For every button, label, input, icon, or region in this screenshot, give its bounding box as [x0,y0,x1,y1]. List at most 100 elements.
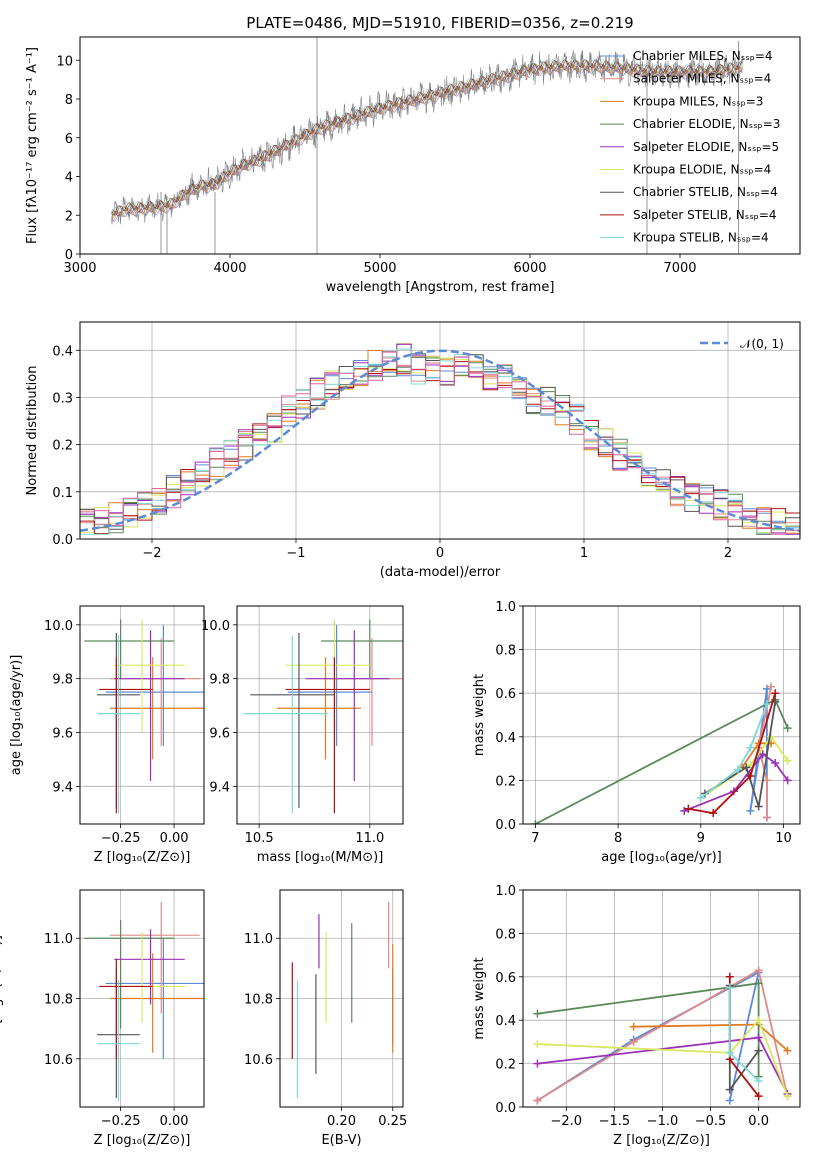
weight-marker [783,756,792,765]
x-axis-label: wavelength [Angstrom, rest frame] [326,280,555,295]
weight-marker [533,1040,542,1049]
x-tick-label: −2 [142,546,161,561]
weight-marker [754,1092,763,1101]
y-axis-label: mass weight [472,957,487,1039]
plot-area [523,606,800,824]
x-tick-label: 5000 [363,261,396,276]
plot-area [80,890,204,1107]
y-tick-label: 0.2 [52,439,73,454]
weight-marker [684,804,693,813]
weight-line-kroupa_stelib [700,703,768,799]
axes-frame [279,889,404,1108]
x-tick-label: 0 [436,546,444,561]
x-tick-label: 1 [580,546,588,561]
plot-area [80,606,204,824]
weight-marker [746,772,755,781]
panel-6: 0.20 0.25 10.6 10.8 11.0 E(B-V) [244,889,407,1148]
x-tick-label: 2 [724,546,732,561]
legend: Chabrier MILES, Nₛₛₚ=4 Salpeter MILES, Nₛ… [600,49,780,245]
weight-marker [725,1048,734,1057]
y-axis-label: mass [log₁₀(M/M⊙)] [0,935,4,1062]
y-axis-label: age [log₁₀(age/yr)] [9,655,24,776]
weight-marker [725,1085,734,1094]
y-tick-label: 10.6 [244,1053,273,1068]
y-tick-label: 0.0 [495,818,516,833]
weight-marker [746,743,755,752]
weight-line-chabrier_elodie [537,982,760,1077]
weight-marker [767,732,776,741]
y-tick-label: 0.1 [52,486,73,501]
weight-marker [762,813,771,822]
legend-entry: Salpeter MILES, Nₛₛₚ=4 [633,72,771,86]
y-tick-label: 9.6 [209,726,230,741]
y-axis-label: mass weight [472,674,487,756]
y-tick-label: 0.2 [495,1058,516,1073]
weight-marker [783,724,792,733]
panel-1: −2 −1 0 1 2 0.0 0.1 0.2 0.3 0.4 (data-model)/error… [25,321,801,580]
weight-marker [783,776,792,785]
panel-5: −0.25 0.00 10.6 10.8 11.0 Z [log₁₀(Z/Z⊙)] mass… [0,889,205,1148]
axes-frame [79,36,801,255]
axes-frame [79,321,801,540]
y-tick-label: 11.0 [244,932,273,947]
legend-entry: Chabrier MILES, Nₛₛₚ=4 [633,49,773,63]
weight-marker [680,806,689,815]
x-tick-label: 7000 [663,261,696,276]
weight-marker [754,1046,763,1055]
weight-marker [754,1033,763,1042]
x-tick-label: 6000 [513,261,546,276]
legend-entry: Kroupa ELODIE, Nₛₛₚ=4 [633,163,771,177]
weight-marker [754,966,763,975]
axes-frame [79,889,205,1108]
plot-area [80,322,800,539]
weight-marker [771,758,780,767]
weight-marker [783,1046,792,1055]
legend-entry: Chabrier STELIB, Nₛₛₚ=4 [633,185,778,199]
x-tick-label: 10 [775,831,792,846]
y-axis-label: Normed distribution [25,366,40,496]
y-tick-label: 9.4 [209,780,230,795]
x-axis-label: E(B-V) [321,1133,361,1148]
model-spectrum-kroupa_elodie [111,61,743,216]
x-axis-label: Z [log₁₀(Z/Z⊙)] [613,1133,710,1148]
y-tick-label: 2 [65,209,73,224]
y-tick-label: 0.0 [52,533,73,548]
legend: 𝒩(0, 1) [700,337,784,351]
axes-frame [522,605,801,825]
x-tick-label: 0.25 [378,1114,407,1129]
weight-marker [533,1009,542,1018]
plot-area [280,890,403,1107]
y-tick-label: 9.8 [52,673,73,688]
weight-marker [696,793,705,802]
panel-4: 7 8 9 10 0.0 0.2 0.4 0.6 0.8 1.0 age [log₁₀(age/yr… [472,600,801,865]
y-tick-label: 9.6 [52,726,73,741]
y-tick-label: 0 [65,248,73,263]
axes-frame [522,889,801,1108]
y-tick-label: 10.0 [44,619,73,634]
y-tick-label: 0.6 [495,971,516,986]
y-tick-label: 8 [65,93,73,108]
axes-frame [79,605,205,825]
weight-line-salpeter_miles [536,968,789,1102]
weight-marker [742,763,751,772]
y-tick-label: 0.8 [495,927,516,942]
weight-marker [767,682,776,691]
x-axis-label: mass [log₁₀(M/M⊙)] [257,850,384,865]
x-axis-label: age [log₁₀(age/yr)] [601,850,722,865]
y-tick-label: 0.3 [52,391,73,406]
y-tick-label: 9.4 [52,780,73,795]
x-axis-label: Z [log₁₀(Z/Z⊙)] [94,850,191,865]
weight-marker [629,1037,638,1046]
y-tick-label: 10.6 [44,1053,73,1068]
x-tick-label: 3000 [63,261,96,276]
x-tick-label: 8 [614,831,622,846]
y-tick-label: 6 [65,132,73,147]
y-tick-label: 10.0 [201,619,230,634]
x-tick-label: 7 [531,831,539,846]
x-tick-label: −0.5 [695,1114,727,1129]
weight-marker [762,684,771,693]
weight-marker [754,979,763,988]
y-tick-label: 0.6 [495,687,516,702]
y-tick-label: 0.2 [495,774,516,789]
